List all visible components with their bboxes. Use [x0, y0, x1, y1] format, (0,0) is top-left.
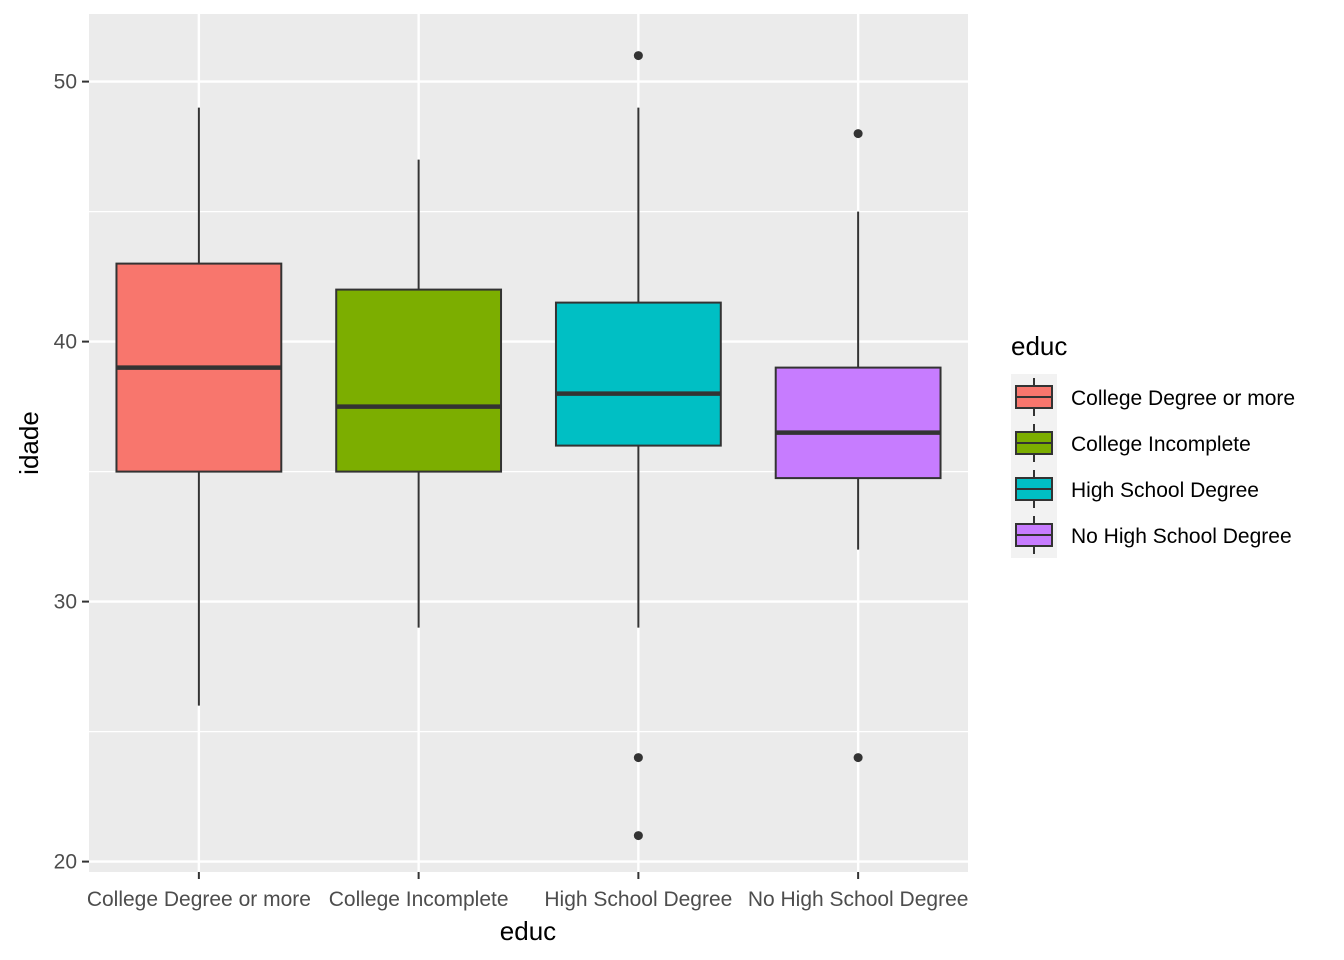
box — [774, 366, 942, 480]
y-tick-label: 40 — [54, 331, 77, 354]
box-group — [774, 129, 942, 763]
legend-item: College Incomplete — [1011, 420, 1251, 466]
legend-label: College Incomplete — [1071, 433, 1251, 456]
x-axis-title: educ — [500, 916, 556, 946]
legend-item: No High School Degree — [1011, 512, 1292, 558]
outlier-point — [633, 51, 643, 61]
legend-label: No High School Degree — [1071, 525, 1292, 548]
legend-label: College Degree or more — [1071, 387, 1295, 410]
outlier-point — [853, 753, 863, 763]
box — [335, 288, 503, 473]
x-tick-label: High School Degree — [544, 888, 732, 911]
legend-item: College Degree or more — [1011, 374, 1295, 420]
x-tick-label: College Incomplete — [329, 888, 509, 911]
boxes — [115, 51, 942, 841]
x-axis: College Degree or more College Incomplete… — [87, 872, 969, 911]
y-axis: 20 30 40 50 — [54, 71, 89, 874]
box-group — [115, 107, 283, 706]
legend: educ College Degree or more College Incom… — [1011, 331, 1295, 558]
legend-label: High School Degree — [1071, 479, 1259, 502]
box-group — [335, 159, 503, 628]
outlier-point — [853, 129, 863, 139]
outlier-point — [633, 831, 643, 841]
x-tick-label: College Degree or more — [87, 888, 311, 911]
legend-item: High School Degree — [1011, 466, 1259, 512]
outlier-point — [633, 753, 643, 763]
y-tick-label: 50 — [54, 71, 77, 94]
box — [554, 301, 722, 447]
y-axis-title: idade — [14, 411, 44, 475]
x-tick-label: No High School Degree — [748, 888, 969, 911]
legend-title: educ — [1011, 331, 1067, 361]
box-group — [554, 51, 722, 841]
y-tick-label: 30 — [54, 591, 77, 614]
y-tick-label: 20 — [54, 851, 77, 874]
